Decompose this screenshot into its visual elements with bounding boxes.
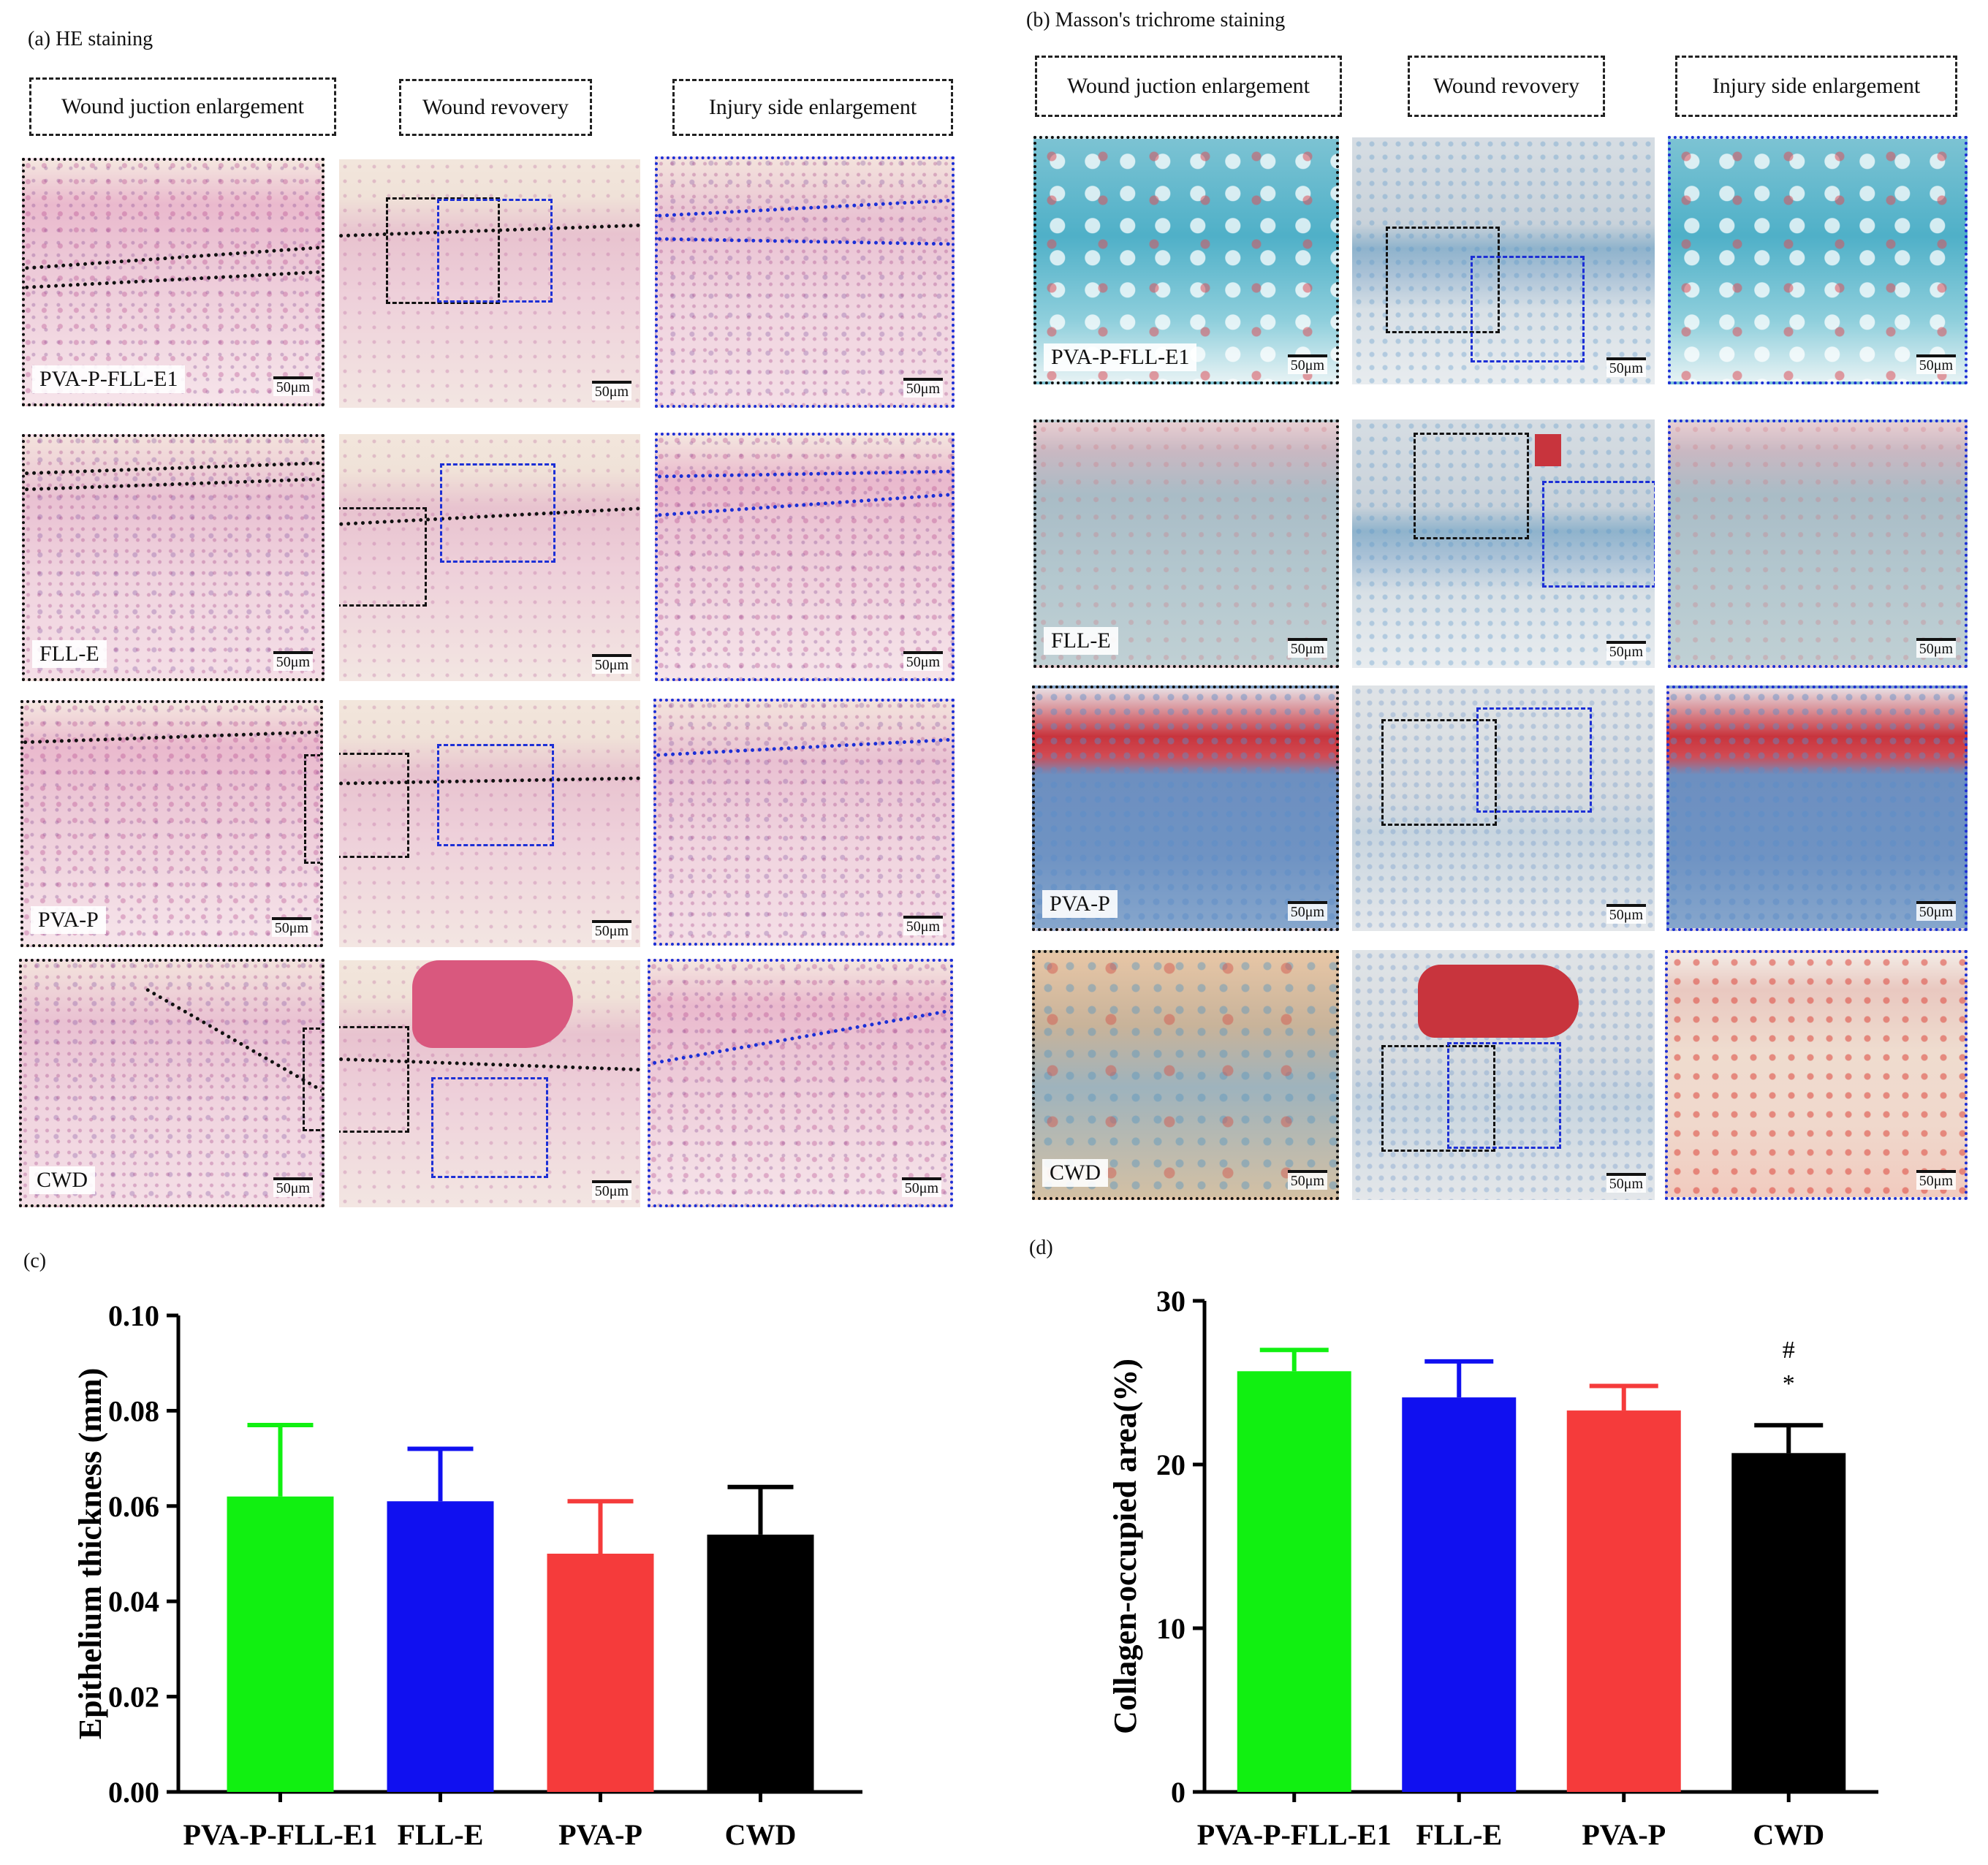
he-row2-injury-image: 50μm: [655, 433, 955, 681]
mt-row1-group-label: PVA-P-FLL-E1: [1044, 343, 1197, 371]
mt-row1-recovery-image: 50μm: [1352, 137, 1655, 384]
chart-d-bar: [1731, 1453, 1846, 1792]
he-col-header-recovery: Wound revovery: [399, 79, 592, 136]
he-row4-injury-scalebar: 50μm: [901, 1177, 941, 1197]
he-row3-junction-image: PVA-P 50μm: [20, 700, 323, 947]
mt-row4-junction-image: CWD 50μm: [1032, 950, 1339, 1200]
mt-row4-recovery-scalebar: 50μm: [1606, 1173, 1646, 1193]
mt-row3-junction-scalebar: 50μm: [1287, 901, 1327, 921]
mt-row4-injury-image: 50μm: [1665, 950, 1968, 1200]
he-row3-recovery-image: 50μm: [339, 700, 640, 947]
panel-d-label: (d): [1029, 1237, 1053, 1259]
he-row1-injury-image: 50μm: [655, 156, 955, 408]
epithelium-thickness-chart: 0.00 0.02 0.04 0.06 0.08 0.10 Epithelium thick…: [72, 1299, 862, 1851]
chart-c-ytick-label: 0.06: [108, 1490, 159, 1523]
chart-d-y-label: Collagen-occupied area(%): [1107, 1359, 1143, 1734]
chart-c-ytick-label: 0.10: [108, 1299, 159, 1332]
mt-row1-junction-scalebar: 50μm: [1287, 354, 1327, 374]
mt-row2-injury-scalebar: 50μm: [1916, 638, 1956, 658]
chart-d-significance-mark: *: [1783, 1370, 1795, 1397]
mt-row3-injury-image: 50μm: [1666, 685, 1968, 931]
chart-c-ytick-label: 0.00: [108, 1776, 159, 1809]
he-col-header-injury: Injury side enlargement: [672, 79, 953, 136]
chart-d-significance-mark: #: [1783, 1337, 1795, 1364]
he-row4-junction-image: CWD 50μm: [19, 959, 325, 1207]
he-row2-junction-image: FLL-E 50μm: [22, 434, 325, 681]
he-row2-recovery-scalebar: 50μm: [591, 654, 631, 674]
mt-row3-recovery-scalebar: 50μm: [1606, 904, 1646, 924]
chart-d-ytick-label: 20: [1156, 1448, 1185, 1481]
he-row4-recovery-scalebar: 50μm: [591, 1180, 631, 1200]
he-row1-junction-image: PVA-P-FLL-E1 50μm: [22, 158, 325, 406]
mt-col-header-injury: Injury side enlargement: [1675, 56, 1957, 117]
chart-d-category-label: PVA-P-FLL-E1: [1197, 1818, 1392, 1851]
he-row1-group-label: PVA-P-FLL-E1: [32, 365, 186, 393]
mt-col-header-junction: Wound juction enlargement: [1035, 56, 1342, 117]
he-row4-group-label: CWD: [29, 1166, 95, 1194]
mt-row1-junction-image: PVA-P-FLL-E1 50μm: [1033, 136, 1339, 384]
he-row4-injury-image: 50μm: [648, 959, 953, 1207]
he-row2-junction-scalebar: 50μm: [273, 651, 313, 671]
chart-d-category-label: PVA-P: [1582, 1818, 1666, 1851]
chart-c-category-label: PVA-P: [558, 1818, 642, 1851]
chart-d-category-label: CWD: [1753, 1818, 1824, 1851]
mt-row2-injury-image: 50μm: [1668, 419, 1968, 668]
chart-c-ytick-label: 0.02: [108, 1681, 159, 1714]
he-row3-injury-scalebar: 50μm: [903, 916, 943, 935]
he-row1-junction-scalebar: 50μm: [273, 376, 313, 396]
he-row2-group-label: FLL-E: [32, 640, 107, 668]
panel-c-label: (c): [23, 1250, 47, 1272]
mt-row1-injury-scalebar: 50μm: [1916, 354, 1956, 374]
he-row3-recovery-scalebar: 50μm: [591, 920, 631, 940]
chart-c-ytick-label: 0.08: [108, 1394, 159, 1427]
he-row1-injury-scalebar: 50μm: [903, 378, 943, 398]
he-row1-recovery-image: 50μm: [339, 159, 640, 408]
mt-row3-recovery-image: 50μm: [1352, 685, 1655, 931]
mt-row2-recovery-scalebar: 50μm: [1606, 641, 1646, 661]
mt-row4-injury-scalebar: 50μm: [1916, 1170, 1956, 1190]
chart-c-bar: [387, 1501, 494, 1792]
chart-d-ytick-label: 10: [1156, 1612, 1185, 1645]
he-row3-group-label: PVA-P: [31, 906, 106, 934]
mt-row2-recovery-image: 50μm: [1352, 419, 1655, 668]
he-row4-junction-scalebar: 50μm: [273, 1177, 313, 1197]
he-row2-recovery-image: 50μm: [339, 434, 640, 681]
he-col-header-junction: Wound juction enlargement: [29, 77, 336, 136]
chart-d-ytick-label: 30: [1156, 1285, 1185, 1318]
mt-col-header-recovery: Wound revovery: [1408, 56, 1605, 117]
he-row2-injury-scalebar: 50μm: [903, 651, 943, 671]
mt-row4-group-label: CWD: [1042, 1159, 1108, 1187]
chart-c-bar: [707, 1534, 814, 1792]
chart-d-bar: [1237, 1371, 1351, 1792]
mt-row1-injury-image: 50μm: [1668, 136, 1968, 384]
he-row3-junction-scalebar: 50μm: [271, 917, 311, 937]
panel-b-label: (b) Masson's trichrome staining: [1026, 9, 1286, 31]
chart-c-category-label: FLL-E: [398, 1818, 484, 1851]
chart-c-ytick-label: 0.04: [108, 1585, 159, 1618]
mt-row2-junction-image: FLL-E 50μm: [1033, 419, 1339, 668]
chart-c-y-label: Epithelium thickness (mm): [72, 1368, 108, 1739]
panel-a-label: (a) HE staining: [28, 28, 153, 50]
chart-d-ytick-label: 0: [1171, 1776, 1185, 1809]
collagen-area-chart: 0 10 20 30 Collagen-occupied area(%) PVA-P-FL…: [1107, 1285, 1878, 1851]
chart-c-category-label: CWD: [725, 1818, 797, 1851]
chart-d-bar: [1566, 1410, 1681, 1792]
chart-c-category-label: PVA-P-FLL-E1: [183, 1818, 378, 1851]
chart-c-bar: [227, 1496, 334, 1792]
he-row3-injury-image: 50μm: [653, 699, 955, 946]
chart-c-bar: [547, 1554, 654, 1792]
mt-row2-junction-scalebar: 50μm: [1287, 638, 1327, 658]
mt-row4-recovery-image: 50μm: [1352, 950, 1655, 1200]
mt-row3-junction-image: PVA-P 50μm: [1032, 685, 1339, 931]
mt-row1-recovery-scalebar: 50μm: [1606, 357, 1646, 377]
chart-d-bar: [1402, 1397, 1517, 1792]
mt-row4-junction-scalebar: 50μm: [1287, 1170, 1327, 1190]
chart-d-category-label: FLL-E: [1416, 1818, 1502, 1851]
he-row1-recovery-scalebar: 50μm: [591, 381, 631, 400]
mt-row3-group-label: PVA-P: [1042, 890, 1118, 918]
mt-row3-injury-scalebar: 50μm: [1916, 901, 1956, 921]
he-row4-recovery-image: 50μm: [339, 960, 640, 1207]
mt-row2-group-label: FLL-E: [1044, 627, 1118, 655]
